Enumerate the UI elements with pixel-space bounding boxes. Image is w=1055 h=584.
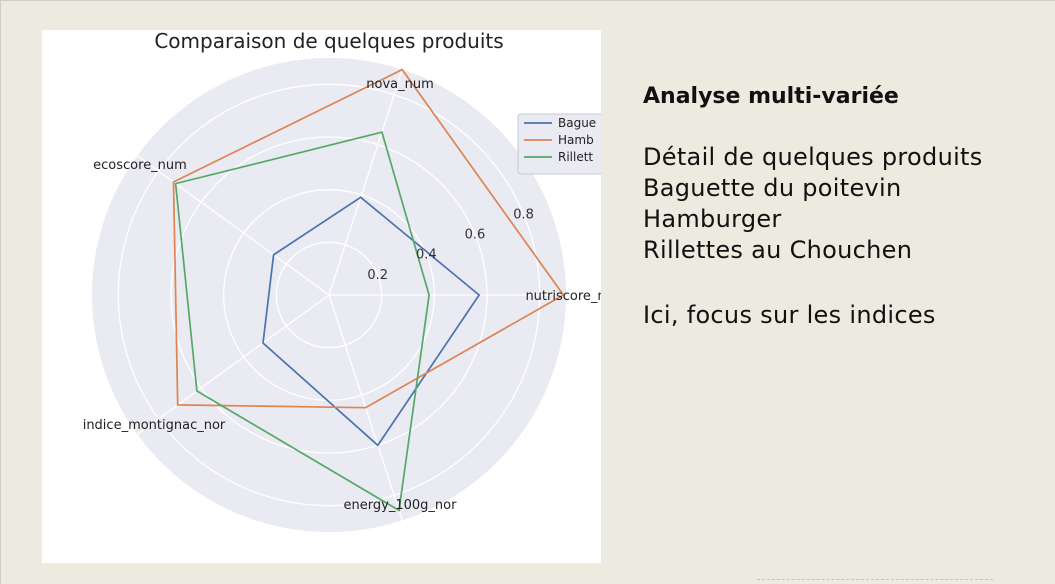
- slide-border: [0, 0, 1055, 1]
- axis-label-indice-montignac-nor: indice_montignac_nor: [83, 418, 226, 433]
- chart-title: Comparaison de quelques produits: [154, 30, 504, 53]
- series-line-2: [174, 131, 430, 512]
- series-line-0: [262, 196, 481, 447]
- text-line-focus: Ici, focus sur les indices: [643, 301, 936, 329]
- grid-spoke: [328, 69, 403, 296]
- axis-label-nova-num: nova_num: [366, 77, 434, 92]
- slide-heading: Analyse multi-variée: [643, 84, 899, 109]
- text-line-hamburger: Hamburger: [643, 205, 782, 233]
- legend-label: Rillett: [558, 150, 593, 164]
- text-line-baguette: Baguette du poitevin: [643, 174, 902, 202]
- radial-tick-label: 0.6: [465, 228, 486, 243]
- radial-tick-label: 0.2: [367, 268, 388, 283]
- text-line-rillettes: Rillettes au Chouchen: [643, 236, 913, 264]
- radar-chart: Comparaison de quelques produits 0.2 0.4 0…: [42, 30, 601, 563]
- radial-tick-label: 0.8: [513, 207, 534, 222]
- axis-label-energy-100g-nor: energy_100g_nor: [344, 498, 458, 513]
- grid-spoke: [136, 155, 330, 296]
- series-line-1: [172, 68, 565, 409]
- axis-label-nutriscore-num: nutriscore_num: [525, 289, 601, 304]
- radar-svg: 0.2 0.4 0.6 0.8 nutriscore_num nova_numecosco…: [83, 58, 601, 532]
- slide-text: Analyse multi-variée Détail de quelques …: [643, 82, 1043, 331]
- slide-border: [0, 0, 1, 584]
- legend-box: [517, 113, 601, 175]
- grid-spoke: [136, 294, 330, 435]
- radial-tick-label: 0.4: [416, 248, 437, 263]
- legend-label: Hamb: [558, 133, 594, 147]
- footer-divider: [757, 579, 993, 580]
- legend-label: Bague: [558, 116, 596, 130]
- text-line-details: Détail de quelques produits: [643, 143, 983, 171]
- axis-label-ecoscore-num: ecoscore_num: [93, 158, 187, 173]
